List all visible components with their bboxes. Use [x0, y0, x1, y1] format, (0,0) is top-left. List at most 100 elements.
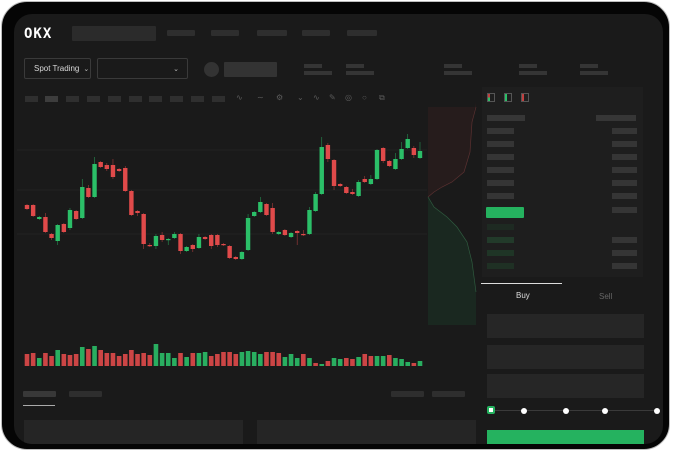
candle-body: [245, 218, 251, 250]
slider-mark-100[interactable]: [654, 408, 660, 414]
volume-bar: [61, 354, 67, 366]
bottom-tab[interactable]: [69, 391, 102, 397]
chevron-down-icon[interactable]: ⌄: [297, 93, 304, 102]
order-book-asks-icon[interactable]: [521, 93, 529, 102]
slider-mark-75[interactable]: [602, 408, 608, 414]
slider-mark-25[interactable]: [521, 408, 527, 414]
volume-bar: [374, 356, 380, 366]
circle-icon[interactable]: ○: [362, 93, 367, 102]
timeframe-button[interactable]: [87, 96, 100, 102]
timeframe-button[interactable]: [66, 96, 79, 102]
pen-icon[interactable]: ✎: [329, 93, 336, 102]
nav-item[interactable]: [302, 30, 330, 36]
timeframe-button[interactable]: [212, 96, 225, 102]
volume-bar: [380, 356, 386, 366]
ask-price: [487, 141, 514, 147]
sell-tab[interactable]: Sell: [599, 292, 613, 301]
settings-icon[interactable]: ⚙: [276, 93, 284, 102]
candle-body: [387, 161, 392, 166]
pair-dropdown[interactable]: ⌄: [97, 58, 188, 79]
order-book-header-amount: [596, 115, 636, 121]
volume-bar: [86, 349, 91, 366]
stat-label: [519, 64, 537, 68]
ask-amount: [612, 128, 637, 134]
volume-bar: [325, 361, 331, 366]
timeframe-button-active[interactable]: [45, 96, 58, 102]
candle: [276, 231, 281, 235]
candle-body: [202, 237, 208, 239]
nav-item[interactable]: [167, 30, 195, 36]
buy-tab[interactable]: Buy: [516, 291, 530, 300]
buy-submit-button[interactable]: [487, 430, 644, 444]
volume-bar: [399, 359, 404, 366]
orders-panel-right: [257, 420, 476, 444]
candle: [215, 234, 220, 247]
candle: [411, 146, 417, 158]
bottom-tab-underline: [23, 405, 55, 406]
candle-body: [393, 159, 398, 169]
ask-price: [487, 154, 514, 160]
order-book-bids-icon[interactable]: [504, 93, 512, 102]
timeframe-button[interactable]: [25, 96, 38, 102]
timeframe-button[interactable]: [149, 96, 162, 102]
price-chart[interactable]: [14, 14, 663, 444]
volume-bar: [233, 354, 239, 366]
amount-slider-track[interactable]: [492, 410, 658, 411]
candle: [405, 134, 410, 149]
bottom-tab-active[interactable]: [23, 391, 56, 397]
candle: [350, 189, 355, 195]
candle-body: [264, 204, 269, 215]
candle-body: [135, 211, 140, 213]
chevron-down-icon: ⌄: [83, 65, 90, 73]
candle: [282, 229, 288, 236]
bid-price: [487, 263, 514, 269]
candle-body: [110, 165, 116, 177]
pair-name: [224, 62, 277, 77]
timeframe-button[interactable]: [191, 96, 204, 102]
nav-item[interactable]: [347, 30, 377, 36]
timeframe-button[interactable]: [170, 96, 183, 102]
candle: [184, 246, 189, 252]
candle-body: [159, 235, 165, 240]
volume-bar: [386, 355, 392, 366]
timeframe-button[interactable]: [108, 96, 121, 102]
volume-bars: [24, 344, 423, 366]
candle-body: [172, 234, 177, 238]
nav-item[interactable]: [211, 30, 239, 36]
depth-asks-area: [428, 102, 476, 197]
candle-body: [104, 165, 110, 169]
amount-slider-handle[interactable]: [487, 406, 495, 414]
total-input[interactable]: [487, 374, 644, 398]
indicator-icon[interactable]: ∿: [236, 93, 243, 102]
candle: [362, 176, 367, 183]
candle: [344, 186, 349, 194]
chart-type-icon[interactable]: ∼: [257, 93, 264, 102]
candle-body: [190, 245, 195, 249]
market-type-dropdown[interactable]: Spot Trading ⌄: [24, 58, 91, 79]
amount-input[interactable]: [487, 345, 644, 369]
slider-mark-50[interactable]: [563, 408, 569, 414]
last-price-badge[interactable]: [486, 207, 524, 218]
nav-item[interactable]: [257, 30, 287, 36]
candle-body: [288, 233, 294, 237]
candle: [153, 234, 159, 249]
candle-body: [196, 237, 202, 248]
candle: [159, 232, 165, 242]
okx-logo[interactable]: OKX: [24, 26, 53, 42]
price-input[interactable]: [487, 314, 644, 338]
candle-body: [380, 148, 386, 161]
volume-bar: [122, 354, 128, 366]
search-bar[interactable]: [72, 26, 156, 41]
candle-body: [301, 234, 306, 236]
timeframe-button[interactable]: [129, 96, 142, 102]
candle-body: [227, 246, 232, 258]
bottom-filter[interactable]: [432, 391, 465, 397]
volume-bar: [73, 354, 79, 366]
line-tool-icon[interactable]: ∿: [313, 93, 320, 102]
expand-icon[interactable]: ⧉: [379, 93, 385, 102]
candle: [380, 147, 386, 163]
target-icon[interactable]: ◎: [345, 93, 352, 102]
order-book-both-icon[interactable]: [487, 93, 495, 102]
bottom-filter[interactable]: [391, 391, 424, 397]
volume-bar: [43, 353, 48, 366]
